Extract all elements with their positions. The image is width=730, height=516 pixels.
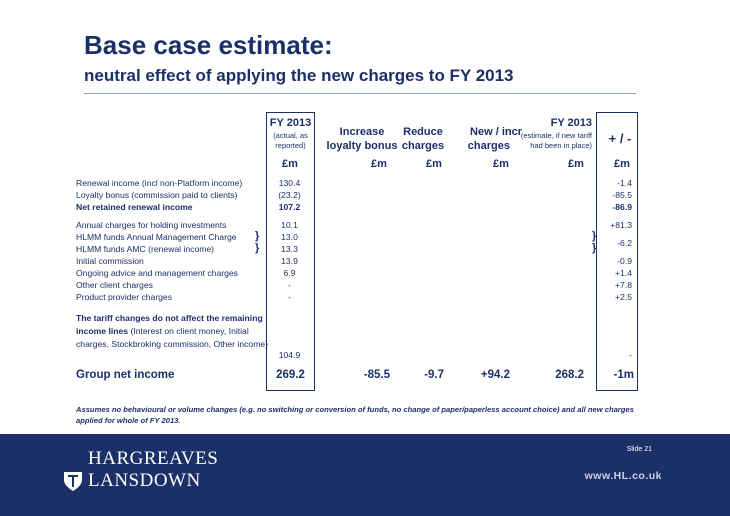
row-pm: +2.5	[615, 292, 632, 302]
row-label: Other client charges	[76, 280, 153, 290]
reduce-header-2: charges	[401, 140, 445, 152]
loyalty-header-2: loyalty bonus	[326, 140, 398, 152]
slide-subtitle: neutral effect of applying the new charg…	[84, 66, 514, 85]
newincr-header-2: charges	[467, 140, 510, 152]
fy2013-column-box	[266, 112, 315, 391]
row-pm: -85.5	[612, 190, 632, 200]
other-income-pm: -	[629, 350, 632, 360]
row-fy: -	[288, 292, 291, 302]
row-label: Annual charges for holding investments	[76, 220, 227, 230]
newincr-unit: £m	[493, 158, 509, 170]
row-pm: -0.9	[617, 256, 632, 266]
website-url: www.HL.co.uk	[584, 470, 662, 482]
fy2013-sub1: (actual, as	[273, 131, 308, 140]
plus-minus-unit: £m	[614, 158, 630, 170]
row-label: Renewal income (incl non-Platform income…	[76, 178, 243, 188]
total-fy-est: 268.2	[555, 369, 584, 381]
slide-number: Slide 21	[626, 446, 652, 453]
row-pm: +1.4	[615, 268, 632, 278]
fy2013-unit: £m	[282, 158, 298, 170]
row-pm: +81.3	[610, 220, 632, 230]
row-fy: (23.2)	[278, 190, 301, 200]
fy2013-est-sub1: (estimate, if new tariff	[520, 131, 592, 140]
total-reduce: -9.7	[424, 369, 444, 381]
row-pm: +7.8	[615, 280, 632, 290]
total-newincr: +94.2	[480, 369, 510, 381]
row-label: Loyalty bonus (commission paid to client…	[76, 190, 238, 200]
newincr-header-1: New / incr	[470, 126, 522, 138]
row-fy: 10.1	[281, 220, 298, 230]
fy2013-sub2: reported)	[275, 141, 306, 150]
fy2013-header: FY 2013	[269, 117, 312, 129]
row-pm: -6.2	[617, 238, 632, 248]
slide-title: Base case estimate:	[84, 30, 333, 60]
assumption-note: Assumes no behavioural or volume changes…	[76, 405, 634, 425]
unaffected-lines-bold: The tariff changes do not affect the rem…	[76, 313, 263, 336]
row-label: HLMM funds Annual Management Charge	[76, 232, 237, 242]
loyalty-header-1: Increase	[339, 126, 385, 138]
logo-line-2: LANSDOWN	[88, 470, 201, 491]
brace-left: }	[255, 230, 260, 242]
row-label: HLMM funds AMC (renewal income)	[76, 244, 215, 254]
row-pm: -1.4	[617, 178, 632, 188]
plus-minus-header: + / -	[608, 131, 632, 146]
total-pm: -1m	[613, 369, 634, 381]
total-label: Group net income	[76, 369, 175, 381]
row-pm: -86.9	[612, 202, 632, 212]
plus-minus-column-box	[596, 112, 638, 391]
row-fy: 6.9	[283, 268, 296, 278]
row-fy: -	[288, 280, 291, 290]
row-fy: 13.0	[281, 232, 298, 242]
total-loyalty: -85.5	[363, 369, 390, 381]
fy2013-est-sub2: had been in place)	[530, 141, 592, 150]
row-label: Product provider charges	[76, 292, 173, 302]
unaffected-lines-rest: (Interest on client money, Initial charg…	[76, 326, 268, 349]
total-fy: 269.2	[276, 369, 305, 381]
fy2013-est-unit: £m	[568, 158, 584, 170]
shield-icon	[64, 472, 82, 491]
footer-bar: Slide 21 HARGREAVES LANSDOWN www.HL.co.u…	[0, 434, 730, 516]
row-fy: 130.4	[278, 178, 301, 188]
brace-right: }	[592, 242, 597, 254]
row-label: Initial commission	[76, 256, 144, 266]
reduce-header-1: Reduce	[403, 126, 443, 138]
brace-left: }	[255, 242, 260, 254]
title-divider	[84, 93, 636, 94]
row-fy: 13.3	[281, 244, 298, 254]
loyalty-unit: £m	[371, 158, 387, 170]
row-fy: 107.2	[278, 202, 301, 212]
other-income-fy: 104.9	[278, 350, 301, 360]
unaffected-lines-note: The tariff changes do not affect the rem…	[76, 312, 276, 351]
logo-line-1: HARGREAVES	[88, 448, 219, 469]
company-logo: HARGREAVES LANSDOWN	[62, 448, 222, 494]
row-label: Net retained renewal income	[76, 202, 193, 212]
fy2013-est-header: FY 2013	[550, 117, 592, 129]
row-fy: 13.9	[281, 256, 298, 266]
row-label: Ongoing advice and management charges	[76, 268, 238, 278]
brace-right: }	[592, 230, 597, 242]
reduce-unit: £m	[426, 158, 442, 170]
